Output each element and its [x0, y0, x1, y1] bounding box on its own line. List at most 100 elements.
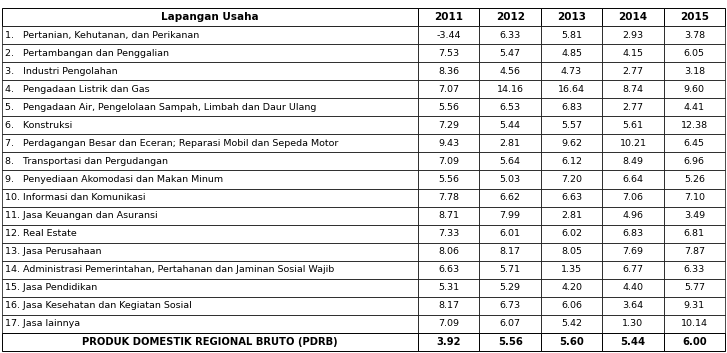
Text: 9.60: 9.60: [684, 85, 704, 94]
Text: 4.73: 4.73: [561, 67, 582, 76]
Bar: [602, 26, 664, 44]
Bar: [664, 8, 725, 26]
Bar: [2, 333, 418, 351]
Text: 11. Jasa Keuangan dan Asuransi: 11. Jasa Keuangan dan Asuransi: [5, 211, 158, 220]
Bar: [418, 8, 480, 26]
Bar: [541, 207, 602, 225]
Text: 2014: 2014: [619, 12, 648, 22]
Text: 3.92: 3.92: [436, 337, 461, 347]
Bar: [418, 134, 480, 152]
Bar: [541, 189, 602, 207]
Text: 5.57: 5.57: [561, 121, 582, 130]
Text: 1.30: 1.30: [622, 319, 643, 328]
Text: 5.77: 5.77: [684, 283, 704, 292]
Bar: [602, 207, 664, 225]
Bar: [2, 62, 418, 80]
Bar: [664, 207, 725, 225]
Bar: [418, 44, 480, 62]
Bar: [480, 8, 541, 26]
Text: 8.17: 8.17: [438, 301, 459, 310]
Bar: [541, 261, 602, 279]
Text: 5.64: 5.64: [499, 157, 521, 166]
Bar: [2, 243, 418, 261]
Bar: [2, 279, 418, 297]
Text: 4.15: 4.15: [622, 49, 643, 58]
Bar: [418, 279, 480, 297]
Text: 5.61: 5.61: [622, 121, 643, 130]
Bar: [2, 261, 418, 279]
Text: 3.18: 3.18: [684, 67, 705, 76]
Bar: [664, 116, 725, 134]
Bar: [480, 297, 541, 315]
Bar: [2, 152, 418, 170]
Bar: [602, 62, 664, 80]
Bar: [602, 98, 664, 116]
Text: 4.85: 4.85: [561, 49, 582, 58]
Text: 7.10: 7.10: [684, 193, 704, 202]
Bar: [602, 315, 664, 333]
Bar: [480, 170, 541, 189]
Text: 2.77: 2.77: [622, 103, 643, 112]
Bar: [2, 26, 418, 44]
Bar: [418, 243, 480, 261]
Text: 5.   Pengadaan Air, Pengelolaan Sampah, Limbah dan Daur Ulang: 5. Pengadaan Air, Pengelolaan Sampah, Li…: [5, 103, 316, 112]
Bar: [664, 80, 725, 98]
Text: 6.83: 6.83: [561, 103, 582, 112]
Text: 4.96: 4.96: [622, 211, 643, 220]
Bar: [664, 44, 725, 62]
Bar: [480, 44, 541, 62]
Text: 7.53: 7.53: [438, 49, 459, 58]
Bar: [418, 26, 480, 44]
Text: 2012: 2012: [496, 12, 525, 22]
Bar: [418, 170, 480, 189]
Bar: [664, 333, 725, 351]
Text: 9.   Penyediaan Akomodasi dan Makan Minum: 9. Penyediaan Akomodasi dan Makan Minum: [5, 175, 223, 184]
Bar: [480, 62, 541, 80]
Bar: [480, 279, 541, 297]
Bar: [664, 170, 725, 189]
Bar: [541, 8, 602, 26]
Text: 6.53: 6.53: [499, 103, 521, 112]
Bar: [664, 279, 725, 297]
Text: 15. Jasa Pendidikan: 15. Jasa Pendidikan: [5, 283, 97, 292]
Text: 6.33: 6.33: [499, 31, 521, 40]
Text: 2011: 2011: [434, 12, 463, 22]
Bar: [480, 116, 541, 134]
Text: 5.31: 5.31: [438, 283, 459, 292]
Text: 10.14: 10.14: [680, 319, 708, 328]
Bar: [602, 80, 664, 98]
Text: 7.06: 7.06: [622, 193, 643, 202]
Text: 7.20: 7.20: [561, 175, 582, 184]
Text: 8.06: 8.06: [438, 247, 459, 256]
Bar: [2, 189, 418, 207]
Text: 2.81: 2.81: [561, 211, 582, 220]
Text: 13. Jasa Perusahaan: 13. Jasa Perusahaan: [5, 247, 102, 256]
Text: 5.29: 5.29: [499, 283, 521, 292]
Text: 1.35: 1.35: [561, 265, 582, 274]
Text: 3.49: 3.49: [684, 211, 705, 220]
Bar: [480, 261, 541, 279]
Text: 8.71: 8.71: [438, 211, 459, 220]
Text: 2.81: 2.81: [499, 139, 521, 148]
Text: 5.56: 5.56: [438, 175, 459, 184]
Bar: [664, 315, 725, 333]
Text: 6.05: 6.05: [684, 49, 704, 58]
Bar: [602, 189, 664, 207]
Bar: [2, 98, 418, 116]
Bar: [541, 80, 602, 98]
Bar: [602, 243, 664, 261]
Text: 7.09: 7.09: [438, 319, 459, 328]
Bar: [664, 297, 725, 315]
Bar: [602, 8, 664, 26]
Text: 9.62: 9.62: [561, 139, 582, 148]
Text: 3.   Industri Pengolahan: 3. Industri Pengolahan: [5, 67, 118, 76]
Bar: [2, 297, 418, 315]
Text: PRODUK DOMESTIK REGIONAL BRUTO (PDRB): PRODUK DOMESTIK REGIONAL BRUTO (PDRB): [82, 337, 338, 347]
Bar: [2, 8, 418, 26]
Text: 1.   Pertanian, Kehutanan, dan Perikanan: 1. Pertanian, Kehutanan, dan Perikanan: [5, 31, 199, 40]
Text: 17. Jasa lainnya: 17. Jasa lainnya: [5, 319, 80, 328]
Text: 3.78: 3.78: [684, 31, 705, 40]
Text: 4.   Pengadaan Listrik dan Gas: 4. Pengadaan Listrik dan Gas: [5, 85, 150, 94]
Bar: [2, 134, 418, 152]
Bar: [664, 261, 725, 279]
